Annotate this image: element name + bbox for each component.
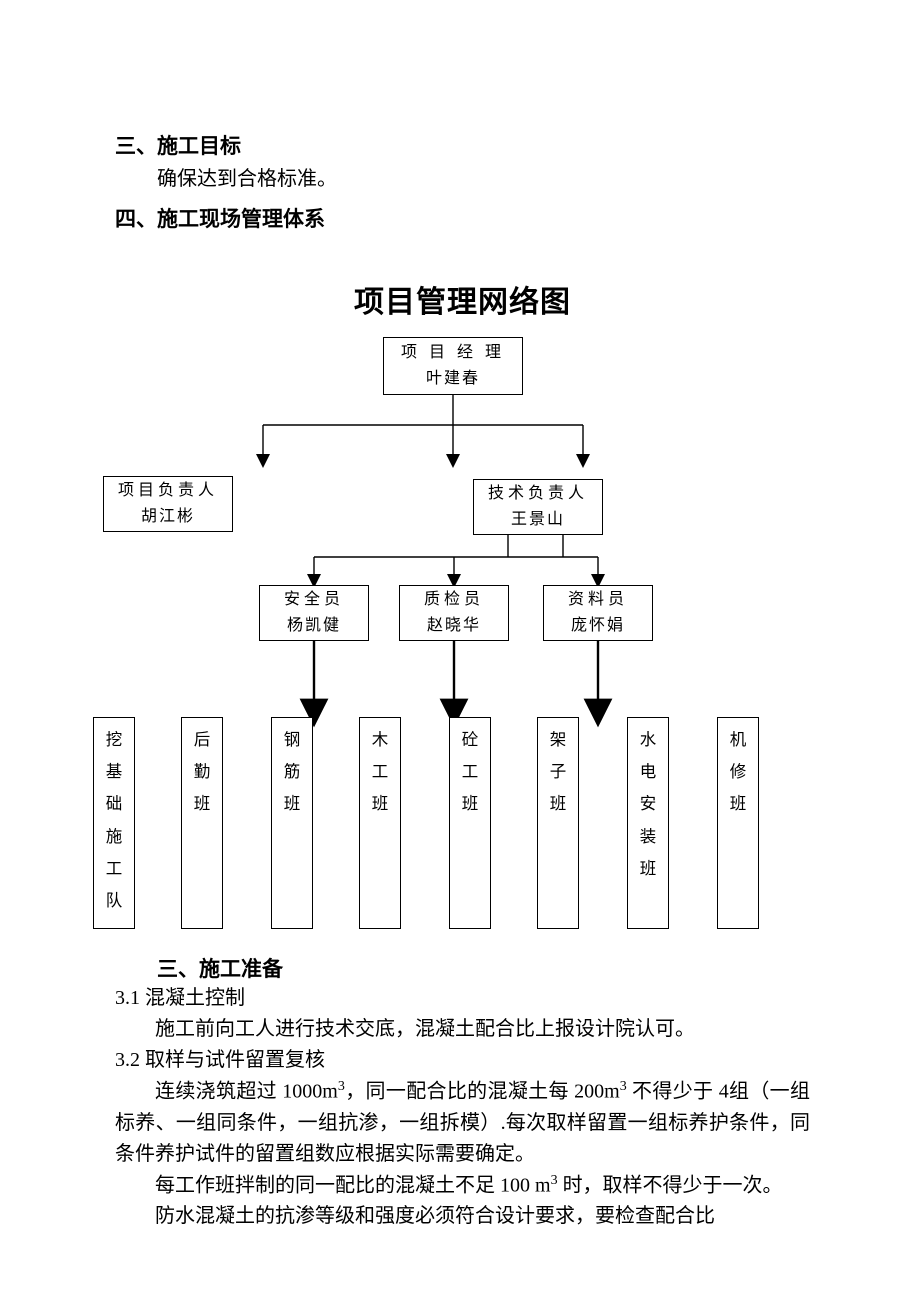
org-team-0: 挖基础施工队 <box>93 717 135 929</box>
org-node-person: 王景山 <box>511 507 565 533</box>
org-team-char: 子 <box>550 756 567 788</box>
sup-3-3: 3 <box>551 1173 558 1188</box>
org-node-person: 杨凯健 <box>287 613 341 639</box>
org-team-char: 机 <box>730 724 747 756</box>
org-node-person: 庞怀娟 <box>571 613 625 639</box>
org-team-char: 班 <box>640 853 657 885</box>
org-team-char: 砼 <box>462 724 479 756</box>
sup-3-1: 3 <box>338 1079 345 1094</box>
sub-3-2-p3: 防水混凝土的抗渗等级和强度必须符合设计要求，要检查配合比 <box>115 1201 810 1232</box>
org-team-5: 架子班 <box>537 717 579 929</box>
org-team-6: 水电安装班 <box>627 717 669 929</box>
org-team-7: 机修班 <box>717 717 759 929</box>
org-team-char: 勤 <box>194 756 211 788</box>
org-team-3: 木工班 <box>359 717 401 929</box>
section-4-header: 四、 施工现场管理体系 <box>115 203 810 233</box>
org-node-doc: 资料员庞怀娟 <box>543 585 653 641</box>
org-team-char: 班 <box>372 788 389 820</box>
org-team-char: 工 <box>106 853 123 885</box>
org-team-char: 班 <box>284 788 301 820</box>
org-team-char: 施 <box>106 821 123 853</box>
org-chart-title: 项目管理网络图 <box>115 277 810 321</box>
org-node-qc: 质检员赵晓华 <box>399 585 509 641</box>
org-node-pm: 项 目 经 理叶建春 <box>383 337 523 395</box>
org-node-role: 技术负责人 <box>488 481 588 507</box>
org-team-char: 架 <box>550 724 567 756</box>
sub-3-2-p1: 连续浇筑超过 1000m3，同一配合比的混凝土每 200m3 不得少于 4组（一… <box>115 1076 810 1170</box>
org-team-char: 安 <box>640 788 657 820</box>
section-3-title: 施工目标 <box>157 130 241 160</box>
org-node-role: 资料员 <box>568 587 628 613</box>
org-team-char: 班 <box>462 788 479 820</box>
org-team-char: 基 <box>106 756 123 788</box>
org-node-person: 赵晓华 <box>427 613 481 639</box>
org-team-char: 工 <box>462 756 479 788</box>
org-team-char: 修 <box>730 756 747 788</box>
section-4-title: 施工现场管理体系 <box>157 203 325 233</box>
org-team-char: 挖 <box>106 724 123 756</box>
org-chart: 项 目 经 理叶建春项目负责人胡江彬技术负责人王景山安全员杨凯健质检员赵晓华资料… <box>103 331 803 951</box>
org-node-person: 胡江彬 <box>141 504 195 530</box>
org-team-char: 筋 <box>284 756 301 788</box>
p1-part-a: 连续浇筑超过 1000m <box>155 1081 338 1103</box>
sub-3-2-heading: 3.2 取样与试件留置复核 <box>115 1045 810 1076</box>
p2-part-b: 时，取样不得少于一次。 <box>558 1174 783 1196</box>
section-3-body: 确保达到合格标准。 <box>157 164 810 195</box>
section-3-number: 三、 <box>115 130 157 160</box>
org-team-2: 钢筋班 <box>271 717 313 929</box>
section-4-number: 四、 <box>115 203 157 233</box>
sub-3-1-body: 施工前向工人进行技术交底，混凝土配合比上报设计院认可。 <box>115 1014 810 1045</box>
sub-3-1-heading: 3.1 混凝土控制 <box>115 983 810 1014</box>
section-prep-title: 施工准备 <box>199 953 283 983</box>
org-node-person: 叶建春 <box>426 366 480 392</box>
org-team-char: 后 <box>194 724 211 756</box>
sup-3-2: 3 <box>620 1079 627 1094</box>
org-team-char: 队 <box>106 885 123 917</box>
org-node-resp: 项目负责人胡江彬 <box>103 476 233 532</box>
p1-part-b: ，同一配合比的混凝土每 200m <box>345 1081 620 1103</box>
org-node-role: 质检员 <box>424 587 484 613</box>
org-node-role: 项 目 经 理 <box>401 340 505 366</box>
org-node-tech: 技术负责人王景山 <box>473 479 603 535</box>
section-prep-number: 三、 <box>157 953 199 983</box>
org-team-char: 础 <box>106 788 123 820</box>
org-team-char: 水 <box>640 724 657 756</box>
section-prep-header: 三、 施工准备 <box>157 953 810 983</box>
p2-part-a: 每工作班拌制的同一配比的混凝土不足 100 m <box>155 1174 551 1196</box>
org-team-char: 电 <box>640 756 657 788</box>
org-team-char: 班 <box>194 788 211 820</box>
org-node-role: 安全员 <box>284 587 344 613</box>
org-team-char: 班 <box>550 788 567 820</box>
org-team-char: 钢 <box>284 724 301 756</box>
org-node-safe: 安全员杨凯健 <box>259 585 369 641</box>
sub-3-2-p2: 每工作班拌制的同一配比的混凝土不足 100 m3 时，取样不得少于一次。 <box>115 1170 810 1202</box>
section-3-header: 三、 施工目标 <box>115 130 810 160</box>
org-team-char: 装 <box>640 821 657 853</box>
org-team-1: 后勤班 <box>181 717 223 929</box>
org-node-role: 项目负责人 <box>118 478 218 504</box>
org-team-char: 班 <box>730 788 747 820</box>
org-team-char: 工 <box>372 756 389 788</box>
org-team-char: 木 <box>372 724 389 756</box>
org-team-4: 砼工班 <box>449 717 491 929</box>
